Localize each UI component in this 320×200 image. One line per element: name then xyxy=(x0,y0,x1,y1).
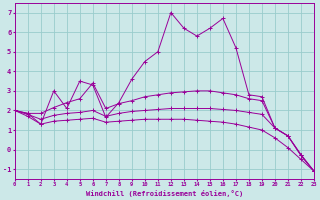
X-axis label: Windchill (Refroidissement éolien,°C): Windchill (Refroidissement éolien,°C) xyxy=(86,190,243,197)
